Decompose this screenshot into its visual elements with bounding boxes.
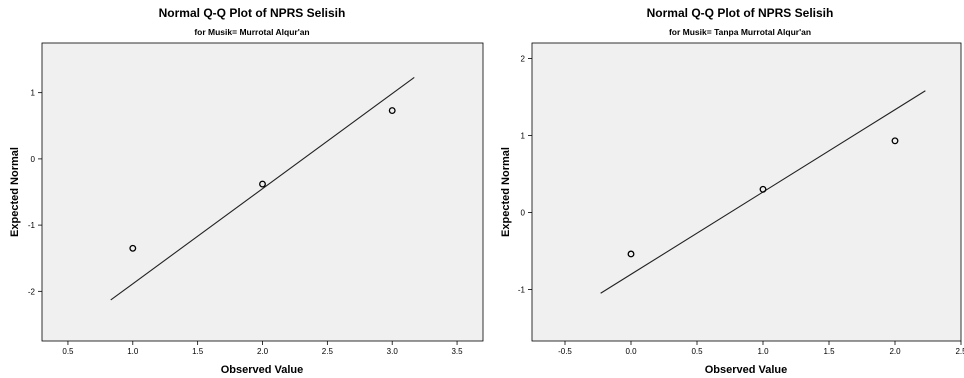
- y-tick-label: -1: [28, 221, 36, 230]
- reference-line: [110, 76, 415, 301]
- data-point: [627, 250, 635, 258]
- x-tick-label: 2.0: [257, 347, 269, 356]
- axis-ticks: -0.5 0.0 0.5 1.0 1.5 2.0 2.5 2 1 0 -1: [518, 54, 964, 356]
- chart-subtitle: for Musik= Murrotal Alqur'an: [194, 27, 309, 37]
- x-tick-label: 2.5: [322, 347, 334, 356]
- x-tick-label: 3.5: [451, 347, 463, 356]
- x-tick-label: 1.5: [823, 347, 835, 356]
- y-tick-label: 2: [521, 54, 526, 63]
- x-tick-label: 1.5: [192, 347, 204, 356]
- plot-area: [531, 42, 962, 342]
- x-tick-label: -0.5: [558, 347, 572, 356]
- data-point: [129, 244, 137, 252]
- chart-left: Normal Q-Q Plot of NPRS Selisih for Musi…: [9, 6, 484, 376]
- y-tick-label: 0: [31, 155, 36, 164]
- x-tick-label: 1.0: [757, 347, 769, 356]
- x-axis-title: Observed Value: [705, 364, 788, 376]
- plot-area: [41, 42, 484, 342]
- x-axis-title: Observed Value: [221, 364, 304, 376]
- y-tick-label: 0: [521, 208, 526, 217]
- plot-marks: [110, 76, 415, 301]
- data-point: [388, 107, 396, 114]
- y-axis-title: Expected Normal: [500, 147, 512, 237]
- plot-marks: [600, 90, 926, 294]
- chart-right: Normal Q-Q Plot of NPRS Selisih for Musi…: [500, 6, 964, 376]
- data-point: [759, 185, 767, 193]
- x-tick-label: 2.5: [955, 347, 964, 356]
- x-tick-label: 0.5: [691, 347, 703, 356]
- x-tick-label: 2.0: [889, 347, 901, 356]
- chart-title: Normal Q-Q Plot of NPRS Selisih: [159, 6, 346, 20]
- y-tick-label: -2: [28, 287, 36, 296]
- y-axis-title: Expected Normal: [9, 147, 21, 237]
- chart-title: Normal Q-Q Plot of NPRS Selisih: [647, 6, 834, 20]
- x-tick-label: 1.0: [127, 347, 139, 356]
- x-tick-label: 0.0: [625, 347, 637, 356]
- data-point: [259, 180, 266, 188]
- chart-subtitle: for Musik= Tanpa Murrotal Alqur'an: [669, 27, 811, 37]
- x-tick-label: 0.5: [62, 347, 74, 356]
- y-tick-label: 1: [521, 131, 526, 140]
- y-tick-label: -1: [518, 285, 526, 294]
- axis-ticks: 0.5 1.0 1.5 2.0 2.5 3.0 3.5 1 0 -1 -2: [28, 89, 463, 356]
- y-tick-label: 1: [31, 89, 36, 98]
- data-point: [891, 137, 899, 145]
- x-tick-label: 3.0: [387, 347, 399, 356]
